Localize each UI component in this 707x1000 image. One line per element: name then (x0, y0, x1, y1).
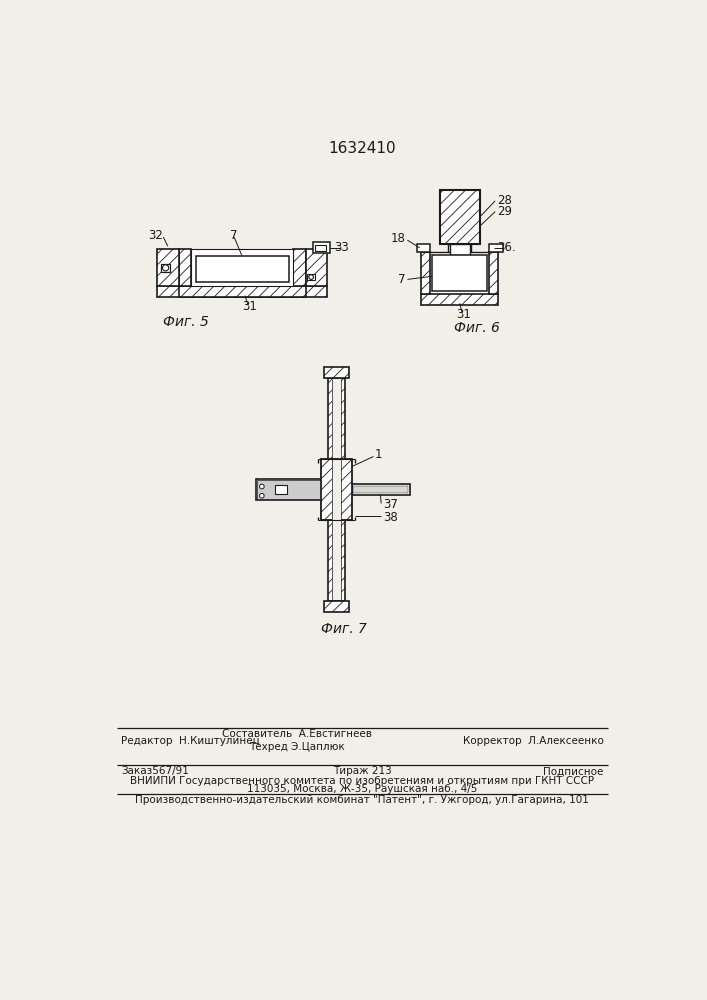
Text: 7: 7 (398, 273, 406, 286)
Bar (157, 286, 327, 297)
Text: 113035, Москва, Ж-35, Раушская наб., 4/5: 113035, Москва, Ж-35, Раушская наб., 4/5 (247, 784, 477, 794)
Text: ВНИИПИ Государственного комитета по изобретениям и открытиям при ГКНТ СССР: ВНИИПИ Государственного комитета по изоб… (130, 776, 594, 786)
Bar (325, 367, 349, 378)
Bar (196, 256, 288, 282)
Bar (256, 479, 321, 500)
Text: Фиг. 7: Фиг. 7 (321, 622, 367, 636)
Bar (416, 244, 431, 252)
Text: 31: 31 (456, 308, 471, 321)
Bar (308, 274, 315, 280)
Text: Фиг. 6: Фиг. 6 (454, 321, 500, 335)
Text: 18: 18 (391, 232, 406, 245)
Text: Тираж 213: Тираж 213 (332, 766, 392, 776)
Text: Составитель  А.Евстигнеев: Составитель А.Евстигнеев (221, 729, 371, 739)
Text: Техред Э.Цаплюк: Техред Э.Цаплюк (249, 742, 344, 752)
Bar (157, 249, 179, 286)
Text: Заказ567/91: Заказ567/91 (121, 766, 189, 776)
Bar (321, 459, 352, 520)
Circle shape (309, 275, 313, 279)
Text: 32: 32 (148, 229, 163, 242)
Text: 36.: 36. (497, 241, 515, 254)
Text: 37: 37 (382, 498, 397, 512)
Text: Редактор  Н.Киштулинец: Редактор Н.Киштулинец (121, 736, 259, 746)
Bar (313, 242, 330, 253)
Circle shape (259, 484, 264, 489)
Bar (431, 252, 489, 294)
Bar (332, 459, 341, 520)
Bar (332, 379, 341, 600)
Bar (421, 252, 431, 294)
Bar (450, 244, 469, 255)
Bar (179, 286, 305, 297)
Bar (432, 255, 487, 291)
Bar (325, 601, 349, 612)
Bar (293, 249, 305, 286)
Bar (305, 249, 327, 286)
Bar (179, 249, 191, 286)
Bar (421, 294, 498, 305)
Text: 1: 1 (375, 448, 382, 461)
Bar (489, 252, 498, 294)
Text: 28: 28 (497, 194, 512, 207)
Text: Корректор  Л.Алексеенко: Корректор Л.Алексеенко (463, 736, 604, 746)
Text: 7: 7 (230, 229, 238, 242)
Bar (440, 190, 480, 244)
Text: 1632410: 1632410 (328, 141, 396, 156)
Text: Фиг. 5: Фиг. 5 (163, 315, 209, 329)
Bar (489, 244, 503, 252)
Text: 38: 38 (382, 511, 397, 524)
Bar (191, 249, 293, 286)
Bar (257, 480, 320, 499)
Circle shape (163, 265, 169, 271)
Circle shape (259, 493, 264, 498)
Bar (448, 244, 472, 252)
Bar (161, 264, 170, 272)
Text: 29: 29 (497, 205, 512, 218)
Text: 31: 31 (242, 300, 257, 313)
Text: Подписное: Подписное (544, 766, 604, 776)
Bar (328, 378, 345, 601)
Bar (275, 485, 287, 494)
Bar (315, 245, 326, 251)
Bar (354, 486, 408, 493)
Text: 33: 33 (334, 241, 349, 254)
Bar (352, 484, 409, 495)
Text: Производственно-издательский комбинат "Патент", г. Ужгород, ул.Гагарина, 101: Производственно-издательский комбинат "П… (135, 795, 589, 805)
